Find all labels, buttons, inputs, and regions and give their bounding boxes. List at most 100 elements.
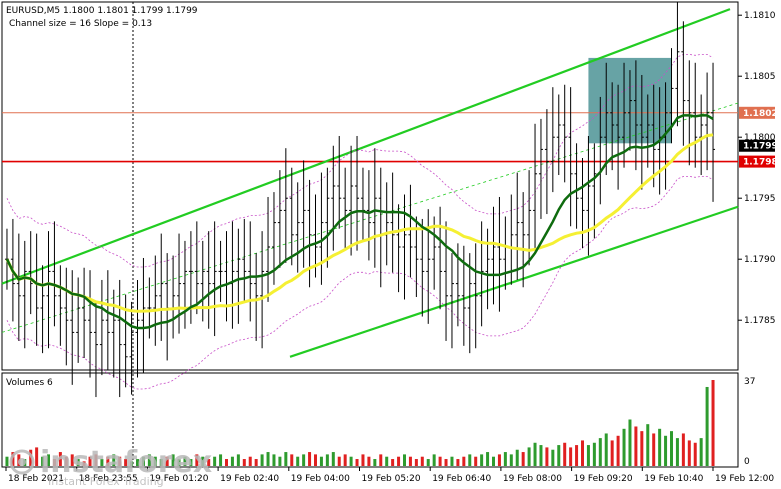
volume-bar xyxy=(492,456,495,466)
indicator-header: Channel size = 16 Slope = 0.13 xyxy=(9,19,152,29)
volume-bar xyxy=(456,459,460,466)
volume-bar xyxy=(82,461,86,466)
volume-bar xyxy=(47,454,50,466)
volume-zero-label: 0 xyxy=(744,457,750,467)
volume-bar xyxy=(486,452,490,466)
volume-bar xyxy=(628,419,632,466)
volume-bar xyxy=(557,445,561,466)
x-tick-label: 19 Feb 06:40 xyxy=(432,474,491,484)
volume-bar xyxy=(474,456,478,466)
volume-bar xyxy=(165,456,169,466)
slow-moving-average-line xyxy=(5,133,714,313)
volume-bar xyxy=(100,459,104,466)
volume-bar xyxy=(64,456,68,466)
volume-bar xyxy=(581,440,584,466)
svg-text:1.1802: 1.1802 xyxy=(743,109,778,119)
volume-bar xyxy=(468,454,472,466)
volume-bar xyxy=(290,454,294,466)
volume-bar xyxy=(563,442,567,466)
volume-bar xyxy=(367,456,371,466)
volume-bar xyxy=(658,428,662,466)
y-tick-label: 1.1800 xyxy=(744,133,776,143)
volume-bar xyxy=(646,424,650,466)
volume-bar xyxy=(41,456,45,466)
volume-bar xyxy=(355,459,359,466)
volume-bar xyxy=(622,428,626,466)
support-price-tag: 1.1798 xyxy=(739,155,778,168)
volume-bar xyxy=(254,459,258,466)
y-tick-label: 1.1795 xyxy=(744,194,776,204)
volume-bar xyxy=(551,449,555,466)
volume-bar xyxy=(652,433,656,466)
volume-bar xyxy=(58,452,62,466)
svg-text:1.1799: 1.1799 xyxy=(743,142,778,152)
volume-bar xyxy=(379,454,383,466)
channel-upper-line xyxy=(1,8,731,285)
volume-bar xyxy=(242,459,246,466)
volume-bar xyxy=(171,454,175,466)
volume-bar xyxy=(230,456,234,466)
volume-bar xyxy=(284,452,288,466)
volume-bar xyxy=(207,459,211,466)
instaforex-logo: instaforex Instant Forex Trading xyxy=(9,445,212,488)
volume-bar xyxy=(88,456,92,466)
volume-bar xyxy=(403,454,406,466)
volume-bar xyxy=(141,456,145,466)
volume-bar xyxy=(670,431,673,466)
channel-lower-line xyxy=(289,205,739,358)
volume-bar xyxy=(236,454,240,466)
volume-bar xyxy=(640,431,644,466)
volume-bar xyxy=(515,449,519,466)
volume-bar xyxy=(213,456,217,466)
x-tick-label: 19 Feb 02:40 xyxy=(220,474,279,484)
x-tick-label: 19 Feb 10:40 xyxy=(644,474,703,484)
volume-bar xyxy=(177,459,181,466)
volume-bar xyxy=(450,456,454,466)
volume-bar xyxy=(124,459,128,466)
volume-bar xyxy=(278,456,282,466)
volume-bar xyxy=(219,454,223,466)
volume-bar xyxy=(296,456,300,466)
volume-bar xyxy=(373,459,377,466)
volume-bar xyxy=(497,454,501,466)
volume-bar xyxy=(118,456,122,466)
x-tick-label: 18 Feb 2021 xyxy=(8,474,64,484)
x-tick-label: 19 Feb 08:00 xyxy=(503,474,562,484)
volume-bar xyxy=(705,386,709,466)
volume-bar xyxy=(438,456,442,466)
envelope-lower-line xyxy=(6,176,714,390)
volume-bar xyxy=(195,454,199,466)
volume-bar xyxy=(711,380,715,466)
volume-bar xyxy=(76,459,80,466)
volume-bar xyxy=(112,454,116,466)
watermark-tagline: Instant Forex Trading xyxy=(48,475,164,488)
volume-bar xyxy=(634,426,638,466)
volume-bar xyxy=(183,456,187,466)
volume-bar xyxy=(272,454,276,466)
volume-bar xyxy=(248,456,252,466)
volume-bar xyxy=(675,438,679,466)
y-tick-label: 1.1785 xyxy=(744,316,776,326)
volume-bar xyxy=(664,435,668,466)
volume-bar xyxy=(266,452,270,466)
y-tick-label: 1.1810 xyxy=(744,11,776,21)
x-tick-label: 19 Feb 12:00 xyxy=(715,474,774,484)
y-tick-label: 1.1790 xyxy=(744,255,776,265)
volume-bar xyxy=(444,459,448,466)
volume-bar xyxy=(480,454,484,466)
volume-bar xyxy=(397,456,401,466)
volume-bar xyxy=(569,447,573,466)
x-tick-label: 19 Feb 05:20 xyxy=(362,474,421,484)
volume-bar xyxy=(420,456,424,466)
volume-bar xyxy=(408,456,412,466)
volume-bar xyxy=(35,447,39,466)
volume-bar xyxy=(699,438,703,466)
volume-bar xyxy=(189,459,193,466)
x-tick-label: 19 Feb 04:00 xyxy=(291,474,350,484)
x-tick-label: 18 Feb 23:55 xyxy=(79,474,138,484)
volume-bar xyxy=(5,456,9,466)
volume-bar xyxy=(681,433,685,466)
volume-bar xyxy=(610,440,614,466)
volume-bar xyxy=(687,440,691,466)
